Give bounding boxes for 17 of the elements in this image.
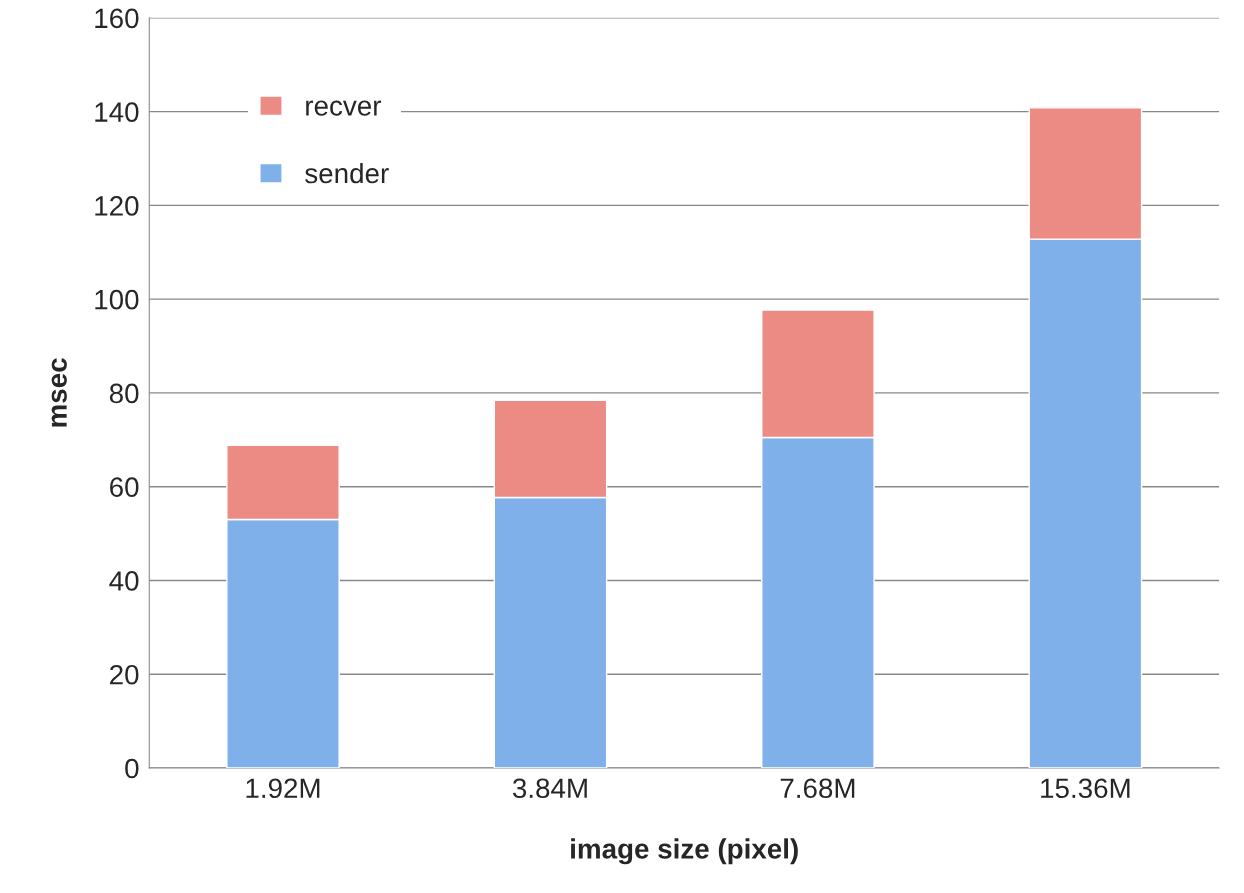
legend-label: sender	[305, 162, 389, 184]
y-tick-label: 140	[95, 102, 139, 122]
legend-label: recver	[306, 100, 382, 116]
y-tick-label: 20	[110, 664, 139, 685]
y-tick-label: 0	[125, 758, 139, 779]
x-axis-title: image size (pixel)	[571, 838, 798, 865]
x-tick-label: 3.84M	[512, 778, 587, 799]
y-tick-label: 100	[95, 289, 139, 310]
x-tick-label: 1.92M	[246, 778, 320, 799]
y-tick-label: 160	[95, 8, 139, 29]
x-tick-label: 7.68M	[780, 778, 855, 799]
y-tick-label: 80	[109, 383, 139, 404]
y-axis-title: msec	[51, 358, 67, 427]
y-tick-label: 60	[110, 477, 139, 498]
y-tick-label: 120	[95, 196, 139, 216]
y-tick-label: 40	[109, 571, 139, 591]
x-tick-label: 15.36M	[1041, 778, 1130, 799]
